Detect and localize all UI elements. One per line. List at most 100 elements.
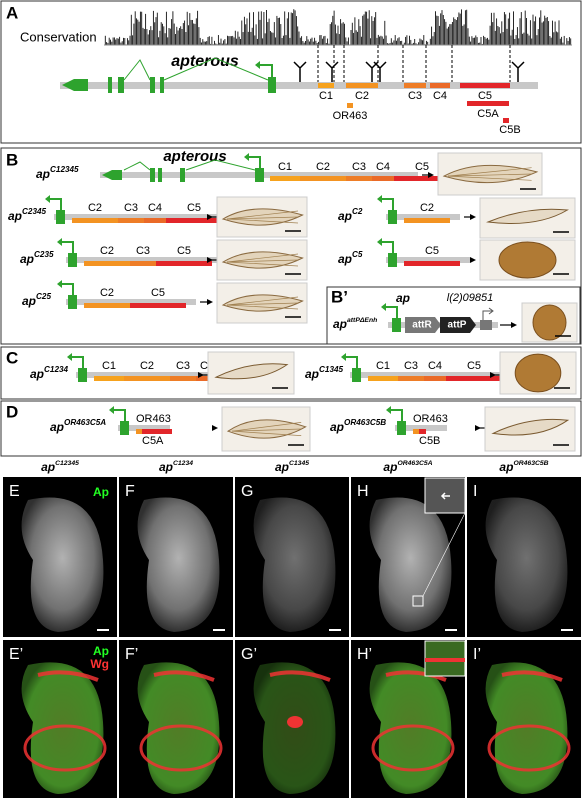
panel-b-frame — [0, 147, 582, 345]
arrowhead — [490, 372, 496, 378]
fragment — [346, 83, 378, 88]
fragment-label: C1 — [376, 360, 390, 372]
fragment-label: C5 — [187, 202, 201, 214]
fragment — [84, 303, 130, 308]
arrowhead — [470, 214, 476, 220]
allele-base: ap — [275, 460, 289, 474]
wg-stripe — [501, 670, 563, 682]
fragment — [156, 261, 212, 266]
fragment-label: C4 — [148, 202, 162, 214]
fragment-label: C5 — [177, 245, 191, 257]
arrowhead — [207, 299, 213, 305]
wg-ring — [139, 724, 223, 772]
insertion-box — [480, 320, 492, 330]
gene-backbone — [66, 299, 196, 305]
thorax — [514, 353, 562, 393]
allele-superscript: C12345 — [55, 460, 79, 467]
exon — [68, 253, 77, 267]
fragment — [118, 218, 144, 223]
allele-label: apOR463C5A — [383, 460, 432, 474]
wing-vein — [226, 210, 299, 220]
fragment-label: C4 — [433, 90, 447, 102]
exon — [150, 168, 155, 182]
fragment — [144, 218, 166, 223]
wing-vein — [447, 175, 532, 181]
fragment-label: C2 — [100, 287, 114, 299]
wing-vein — [226, 261, 299, 267]
promoter-arrowhead — [244, 153, 249, 161]
inset-guide — [422, 512, 466, 597]
promoter-arrow — [247, 156, 261, 168]
gene-backbone — [66, 257, 222, 263]
att-label: attR — [412, 320, 432, 331]
fragment-label: C2 — [140, 360, 154, 372]
panel-label: B — [6, 150, 18, 169]
fragment — [372, 176, 394, 181]
insulator — [373, 61, 387, 82]
fragment-label: C3 — [352, 161, 366, 173]
allele-superscript: C25 — [36, 292, 51, 301]
promoter-arrow — [389, 409, 403, 421]
allele-base: ap — [499, 460, 513, 474]
fragment-label: C5A — [477, 108, 499, 120]
promoter-arrowhead — [377, 195, 382, 203]
arrowhead — [198, 372, 204, 378]
panel-label: H’ — [357, 646, 372, 663]
fragment — [424, 376, 446, 381]
allele-base: ap — [36, 167, 50, 181]
fragment-label: C2 — [355, 90, 369, 102]
wing-vein — [226, 259, 299, 263]
fragment — [136, 429, 142, 434]
allele-superscript: C235 — [34, 250, 54, 259]
wing — [486, 208, 569, 224]
promoter-arrow — [258, 64, 273, 77]
fragment-label: OR463 — [333, 110, 368, 122]
stain-label: Ap — [93, 485, 109, 499]
arrowhead — [470, 257, 476, 263]
sub-fragment — [467, 101, 509, 106]
fragment — [419, 429, 426, 434]
arrowhead — [207, 214, 213, 220]
intron — [123, 57, 269, 81]
wing-disc — [253, 662, 336, 794]
wing-vein — [226, 216, 299, 220]
exon — [120, 421, 129, 435]
exon — [160, 77, 164, 93]
gene-backbone — [60, 82, 538, 89]
allele-label: apC1234 — [159, 460, 193, 474]
promoter-arrow — [48, 198, 62, 210]
stain-label: Wg — [90, 657, 109, 671]
fragment — [404, 261, 460, 266]
allele-label: apC12345 — [41, 460, 79, 474]
wing-disc — [485, 662, 568, 794]
fragment — [300, 176, 346, 181]
exon — [118, 77, 124, 93]
panel-label: C — [6, 348, 18, 367]
allele-base: ap — [159, 460, 173, 474]
gene-backbone — [118, 425, 170, 431]
allele-superscript: C2345 — [22, 207, 46, 216]
fragment-label: C1 — [319, 90, 333, 102]
att-site — [405, 317, 441, 333]
allele-label: apC235 — [20, 250, 54, 266]
exon — [397, 421, 406, 435]
wg-ring — [371, 724, 455, 772]
allele-superscript: OR463C5B — [513, 460, 548, 467]
allele-superscript: C5 — [352, 250, 363, 259]
thorax — [498, 241, 557, 279]
exon — [255, 168, 264, 182]
arrowhead — [475, 425, 481, 431]
fragment — [413, 429, 419, 434]
track-label: Conservation — [20, 29, 97, 44]
promoter-arrowhead — [255, 61, 260, 69]
exon — [108, 77, 112, 93]
fragment — [460, 83, 510, 88]
allele-superscript: C1234 — [173, 460, 193, 467]
fragment-label: C3 — [404, 360, 418, 372]
fragment-label: C3 — [176, 360, 190, 372]
panel-a-frame — [0, 0, 582, 144]
exon — [150, 77, 155, 93]
allele-label: apC12345 — [36, 165, 79, 181]
allele-label: apattPΔEnh — [333, 317, 377, 331]
gene-backbone — [386, 257, 470, 263]
